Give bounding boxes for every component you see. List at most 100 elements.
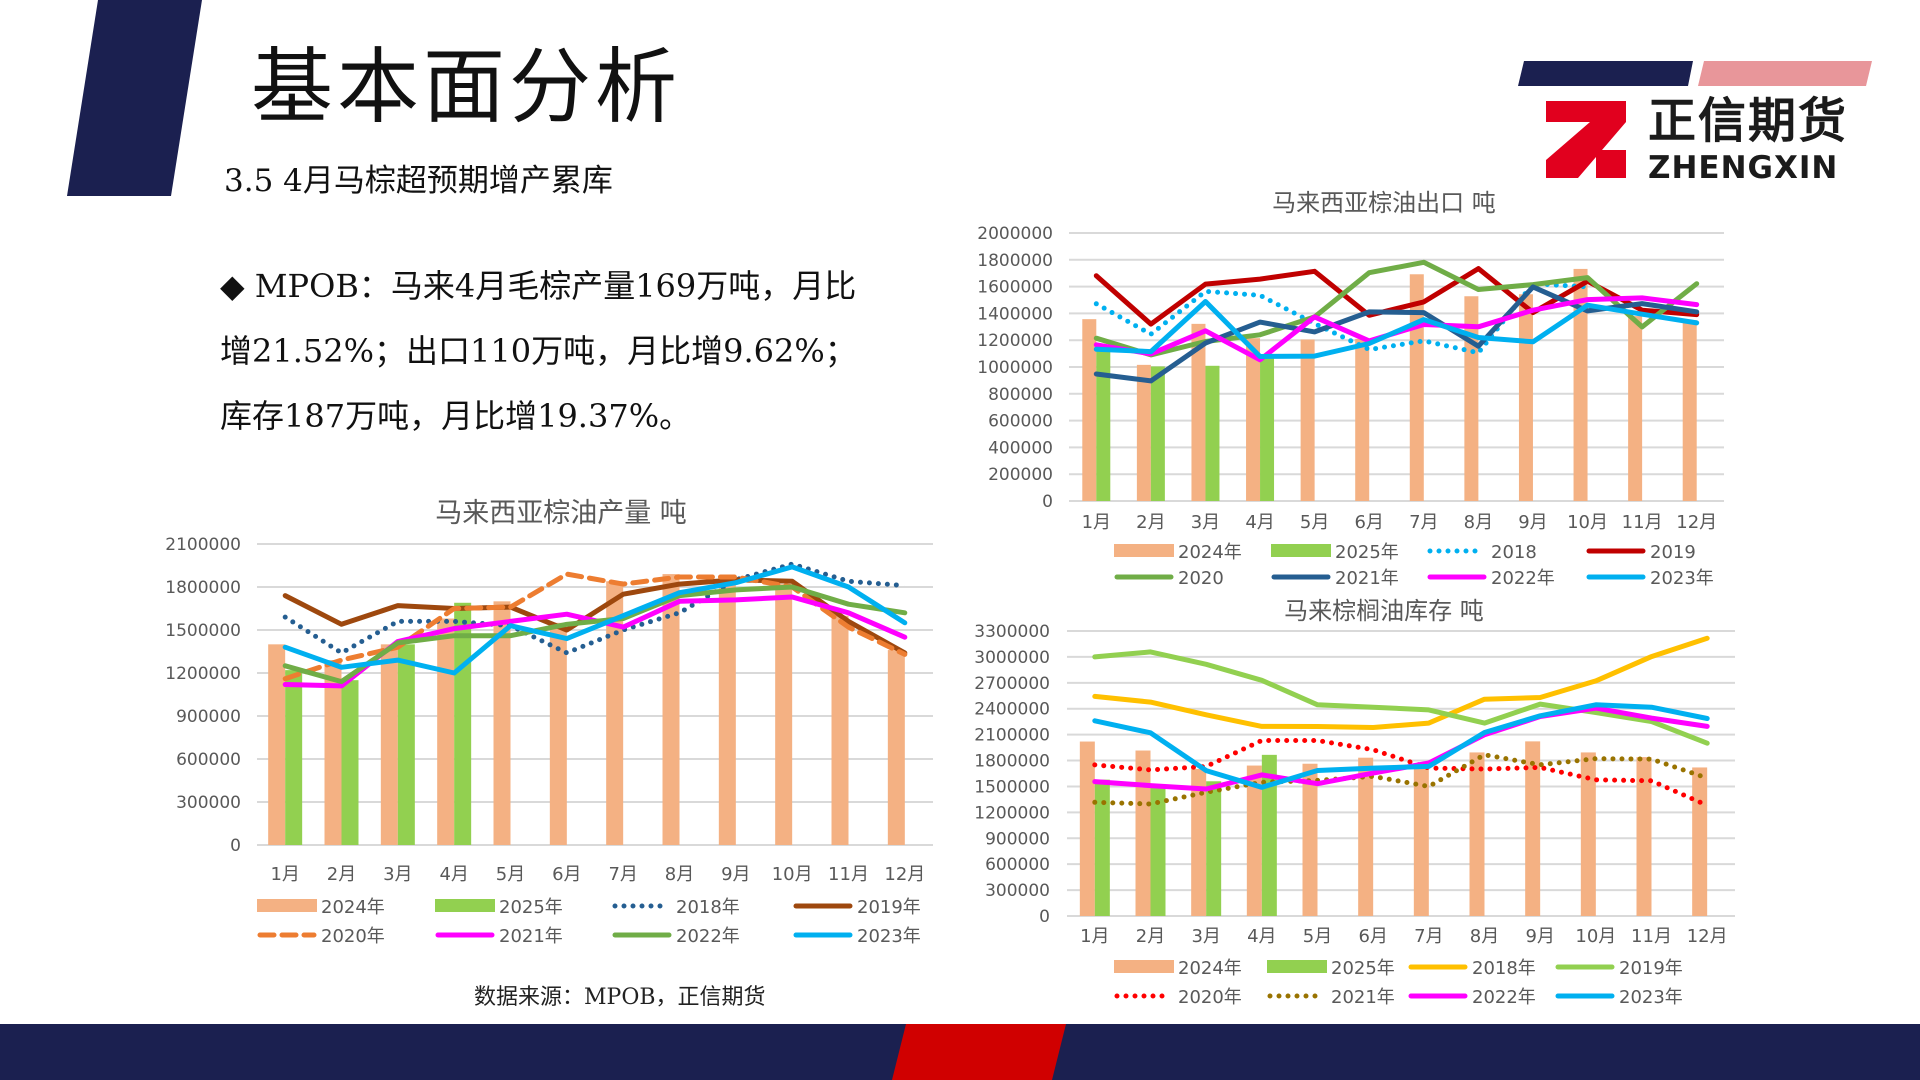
bar-2024年-10月: [1580, 752, 1596, 916]
bar-2024年-10月: [775, 584, 793, 845]
chart-title: 马来西亚棕油出口 吨: [1272, 189, 1496, 217]
logo-pink-bar: [1698, 61, 1872, 86]
x-tick-label: 11月: [1631, 926, 1672, 947]
line-series-2023年: [1093, 299, 1700, 359]
bar-2024年-9月: [1518, 294, 1533, 501]
legend-label: 2023年: [1650, 568, 1714, 589]
x-tick-label: 1月: [270, 864, 299, 885]
line-series-2020年: [282, 571, 908, 682]
legend-swatch-2025年: [1271, 544, 1331, 557]
chart-1: 马来西亚棕油产量 吨 0 300000 600000 900000 1200000 1500…: [165, 498, 933, 947]
y-tick-label: 300000: [176, 793, 241, 813]
x-tick-label: 9月: [721, 864, 750, 885]
legend-swatch-2025年: [1267, 960, 1327, 973]
legend-swatch-2025年: [435, 899, 495, 912]
y-tick-label: 900000: [985, 829, 1050, 849]
y-tick-label: 2400000: [974, 700, 1050, 720]
legend-label: 2020年: [321, 926, 385, 947]
legend-label: 2019: [1650, 542, 1696, 563]
y-tick-label: 1500000: [974, 777, 1050, 797]
line-series-2018: [1093, 281, 1590, 356]
legend-label: 2023年: [1619, 987, 1683, 1008]
legend-label: 2022年: [1472, 987, 1536, 1008]
legend-label: 2018: [1491, 542, 1537, 563]
y-tick-label: 1200000: [977, 331, 1053, 351]
legend-label: 2024年: [1178, 958, 1242, 979]
y-tick-label: 400000: [988, 438, 1053, 458]
bar-2024年-12月: [1682, 320, 1697, 501]
y-tick-label: 1600000: [977, 278, 1053, 298]
line-series-2021年: [1092, 752, 1710, 807]
y-tick-label: 300000: [985, 881, 1050, 901]
x-tick-label: 2月: [1136, 512, 1165, 533]
legend-label: 2019年: [1619, 958, 1683, 979]
x-tick-label: 5月: [1303, 926, 1332, 947]
y-tick-label: 2100000: [974, 726, 1050, 746]
chart-title: 马来棕榈油库存 吨: [1284, 597, 1484, 625]
bullet-text: MPOB：马来4月毛棕产量169万吨，月比: [254, 267, 857, 305]
bar-2024年-9月: [1525, 741, 1541, 916]
x-tick-label: 7月: [1409, 512, 1438, 533]
bar-2025年-1月: [285, 670, 303, 845]
y-tick-label: 600000: [176, 750, 241, 770]
bar-2024年-3月: [1191, 768, 1207, 916]
y-tick-label: 1800000: [974, 752, 1050, 772]
bar-2024年-6月: [549, 622, 567, 845]
corner-decoration: [67, 0, 202, 196]
x-tick-label: 4月: [439, 864, 468, 885]
x-tick-label: 11月: [1622, 512, 1663, 533]
x-tick-label: 1月: [1080, 926, 1109, 947]
bar-2025年-2月: [1150, 366, 1165, 501]
bar-2024年-11月: [1636, 757, 1652, 916]
x-tick-label: 12月: [884, 864, 925, 885]
bar-2024年-12月: [887, 650, 905, 845]
line-series-2023年: [1092, 702, 1710, 790]
x-tick-label: 4月: [1245, 512, 1274, 533]
y-tick-label: 3000000: [974, 648, 1050, 668]
legend-label: 2019年: [857, 897, 921, 918]
y-tick-label: 1400000: [977, 304, 1053, 324]
y-tick-label: 0: [1042, 492, 1053, 512]
legend-label: 2021年: [1335, 568, 1399, 589]
bar-2024年-12月: [1692, 767, 1708, 916]
bullet-line-3: 库存187万吨，月比增19.37%。: [220, 397, 692, 435]
line-series-2022年: [1092, 705, 1710, 792]
line-series-2019年: [1092, 649, 1710, 746]
legend-label: 2018年: [1472, 958, 1536, 979]
y-tick-label: 1800000: [977, 251, 1053, 271]
x-tick-label: 9月: [1525, 926, 1554, 947]
bar-2024年-5月: [1302, 763, 1318, 916]
y-tick-label: 600000: [988, 412, 1053, 432]
legend-label: 2025年: [1331, 958, 1395, 979]
bar-2024年-6月: [1355, 338, 1370, 501]
summary-bullet: ◆ MPOB：马来4月毛棕产量169万吨，月比 增21.52%；出口110万吨，…: [220, 254, 857, 449]
diamond-bullet-icon: ◆: [220, 267, 245, 305]
legend-label: 2020年: [1178, 987, 1242, 1008]
bar-2025年-3月: [1205, 365, 1220, 501]
legend-label: 2020: [1178, 568, 1224, 589]
x-tick-label: 10月: [1575, 926, 1616, 947]
bar-2024年-2月: [324, 660, 342, 845]
y-tick-label: 900000: [176, 707, 241, 727]
legend-label: 2025年: [499, 897, 563, 918]
bar-2024年-7月: [1409, 274, 1424, 501]
line-series-2020: [1093, 259, 1700, 358]
y-tick-label: 0: [230, 836, 241, 856]
zhengxin-logo: [1518, 61, 1872, 178]
bar-2025年-4月: [1261, 754, 1277, 916]
x-tick-label: 11月: [828, 864, 869, 885]
x-tick-label: 9月: [1518, 512, 1547, 533]
y-tick-label: 1000000: [977, 358, 1053, 378]
x-tick-label: 3月: [1191, 512, 1220, 533]
x-tick-label: 8月: [1464, 512, 1493, 533]
line-series-2023年: [282, 564, 908, 676]
bar-2024年-1月: [1082, 319, 1097, 501]
line-series-2020年: [1092, 738, 1710, 808]
y-tick-label: 600000: [985, 855, 1050, 875]
bar-2024年-2月: [1136, 364, 1151, 501]
bar-2024年-3月: [380, 644, 398, 845]
bar-2024年-9月: [718, 579, 736, 845]
bar-2024年-4月: [1246, 338, 1261, 501]
legend-swatch-2024年: [1114, 544, 1174, 557]
